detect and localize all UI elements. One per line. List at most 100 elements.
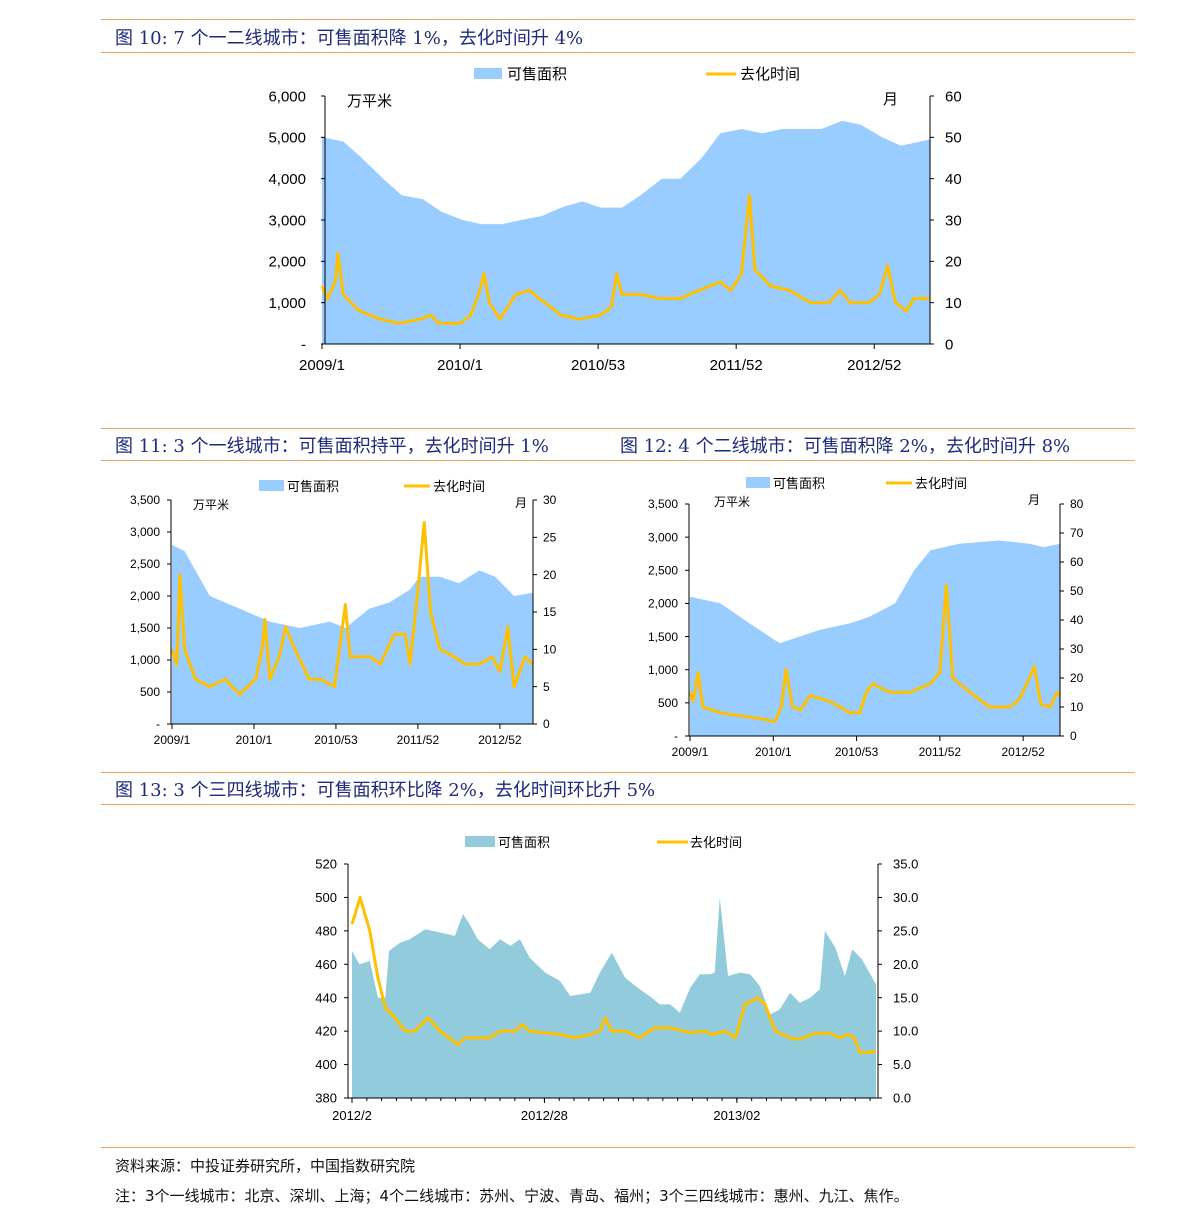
legend-label-area: 可售面积: [287, 479, 339, 494]
x-tick-label: 2009/1: [299, 357, 345, 374]
chart-fig11: - 500 1,000 1,500 2,000 2,500 3,000 3,500 0 5 10 15…: [130, 479, 557, 747]
left-tick-label: 2,500: [648, 563, 678, 577]
right-tick-label: 5: [543, 680, 550, 694]
divider: [101, 428, 1135, 429]
right-tick-label: 40: [1070, 613, 1084, 627]
right-tick-label: 0: [543, 717, 550, 731]
left-tick-label: 2,000: [130, 589, 160, 603]
left-tick-label: 3,000: [268, 212, 306, 229]
left-tick-label: 2,000: [648, 597, 678, 611]
right-tick-label: 80: [1070, 497, 1084, 511]
line-series-absorption-time: [688, 583, 1062, 723]
right-tick-label: 70: [1070, 526, 1084, 540]
right-tick-label: 30: [945, 212, 962, 229]
divider: [101, 19, 1135, 20]
right-axis-unit: 月: [883, 91, 898, 108]
legend-label-area: 可售面积: [507, 66, 567, 83]
x-tick-label: 2009/1: [154, 733, 191, 747]
right-tick-label: 20.0: [893, 957, 918, 972]
right-tick-label: 30: [543, 493, 557, 507]
x-tick-label: 2012/52: [1001, 745, 1045, 759]
chart-fig12: - 500 1,000 1,500 2,000 2,500 3,000 3,500 0 10 20 3…: [648, 476, 1084, 759]
legend-label-line: 去化时间: [740, 66, 800, 83]
divider: [101, 52, 1135, 53]
x-tick-label: 2012/52: [478, 733, 522, 747]
source-note: 资料来源：中投证券研究所，中国指数研究院: [115, 1157, 416, 1175]
right-tick-label: 30.0: [893, 890, 918, 905]
left-tick-label: 460: [315, 957, 337, 972]
left-tick-label: 400: [315, 1057, 337, 1072]
right-tick-label: 60: [945, 88, 962, 105]
left-tick-label: 380: [315, 1091, 337, 1106]
right-tick-label: 50: [1070, 584, 1084, 598]
area-series-available-area: [172, 544, 533, 724]
legend-label-line: 去化时间: [915, 476, 967, 491]
right-tick-label: 10: [945, 295, 962, 312]
right-tick-label: 30: [1070, 642, 1084, 656]
left-tick-label: 1,000: [648, 663, 678, 677]
x-tick-label: 2011/52: [397, 733, 440, 747]
left-axis-unit: 万平米: [714, 495, 750, 509]
left-tick-label: 6,000: [268, 88, 306, 105]
chart-fig10: - 1,000 2,000 3,000 4,000 5,000 6,000 0 10 20 30 40…: [268, 66, 961, 374]
right-tick-label: 25.0: [893, 923, 918, 938]
line-series-absorption-time: [170, 520, 535, 696]
left-tick-label: -: [156, 717, 160, 731]
legend-label-line: 去化时间: [433, 479, 485, 494]
x-tick-label: 2010/53: [571, 357, 625, 374]
left-tick-label: 520: [315, 857, 337, 872]
x-tick-label: 2012/52: [847, 357, 901, 374]
left-tick-label: 500: [658, 696, 678, 710]
left-tick-label: 2,500: [130, 557, 160, 571]
right-tick-label: 35.0: [893, 857, 918, 872]
right-tick-label: 20: [945, 254, 962, 271]
left-tick-label: 480: [315, 923, 337, 938]
x-tick-label: 2010/53: [835, 745, 879, 759]
left-tick-label: 1,000: [130, 653, 160, 667]
divider: [101, 772, 1135, 773]
left-tick-label: 1,500: [130, 621, 160, 635]
left-tick-label: 2,000: [268, 254, 306, 271]
right-tick-label: 0.0: [893, 1091, 911, 1106]
x-tick-label: 2012/2: [332, 1108, 372, 1123]
left-tick-label: 1,000: [268, 295, 306, 312]
x-tick-label: 2011/52: [710, 357, 763, 374]
x-tick-label: 2010/1: [437, 357, 483, 374]
right-tick-label: 50: [945, 130, 962, 147]
right-tick-label: 10.0: [893, 1024, 918, 1039]
figure-13-title: 图 13: 3 个三四线城市：可售面积环比降 2%，去化时间环比升 5%: [115, 780, 656, 801]
legend-swatch-area: [746, 477, 770, 488]
area-series-available-area: [322, 120, 930, 344]
x-tick-label: 2010/1: [755, 745, 792, 759]
right-tick-label: 15: [543, 605, 557, 619]
right-tick-label: 10: [1070, 700, 1084, 714]
figure-10-title: 图 10: 7 个一二线城市：可售面积降 1%，去化时间升 4%: [115, 28, 584, 49]
left-tick-label: 420: [315, 1024, 337, 1039]
right-tick-label: 10: [543, 643, 557, 657]
legend-swatch-area: [465, 836, 495, 847]
right-tick-label: 0: [945, 336, 953, 353]
right-tick-label: 0: [1070, 729, 1077, 743]
right-tick-label: 5.0: [893, 1057, 911, 1072]
right-tick-label: 20: [1070, 671, 1084, 685]
figure-12-title: 图 12: 4 个二线城市：可售面积降 2%，去化时间升 8%: [620, 436, 1071, 457]
cities-note: 注：3个一线城市：北京、深圳、上海；4个二线城市：苏州、宁波、青岛、福州；3个三…: [115, 1187, 909, 1205]
left-tick-label: 1,500: [648, 630, 678, 644]
right-tick-label: 15.0: [893, 990, 918, 1005]
left-tick-label: -: [301, 336, 306, 353]
right-tick-label: 60: [1070, 555, 1084, 569]
left-tick-label: 3,500: [130, 493, 160, 507]
left-tick-label: 5,000: [268, 130, 306, 147]
divider: [101, 460, 1135, 461]
left-tick-label: 500: [315, 890, 337, 905]
left-tick-label: 4,000: [268, 171, 306, 188]
divider: [101, 804, 1135, 805]
legend-label-line: 去化时间: [690, 835, 742, 850]
area-series-available-area: [352, 897, 876, 1098]
x-tick-label: 2011/52: [919, 745, 962, 759]
legend-swatch-area: [474, 68, 502, 79]
left-tick-label: -: [674, 729, 678, 743]
left-tick-label: 3,000: [648, 530, 678, 544]
